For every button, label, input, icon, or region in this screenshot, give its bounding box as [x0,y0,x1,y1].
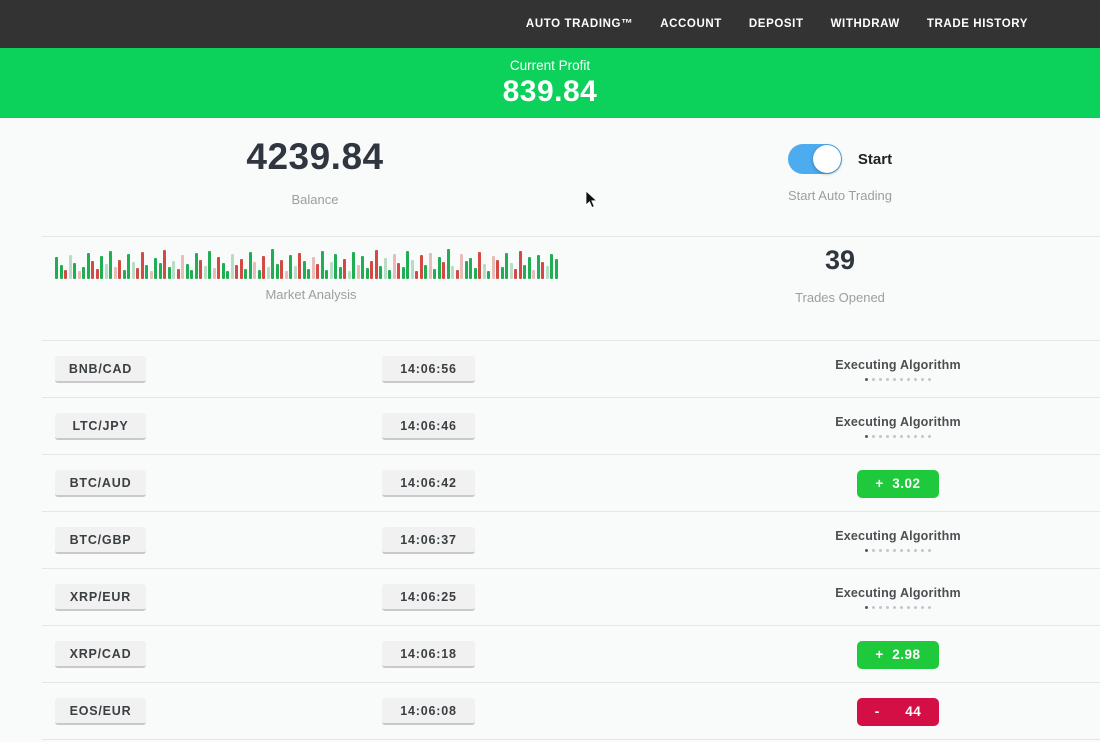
executing-algorithm-label: Executing Algorithm [835,415,961,429]
result-badge: - 44 [857,697,939,726]
trade-status-cell: Executing Algorithm [790,569,1006,626]
pair-chip[interactable]: EOS/EUR [55,698,146,725]
balance-section: 4239.84 Balance Start Start Auto Trading [0,118,1100,237]
current-profit-label: Current Profit [509,57,591,73]
progress-dots [865,378,931,381]
market-section: Market Analysis 39 Trades Opened [0,237,1100,341]
executing-algorithm-label: Executing Algorithm [835,529,961,543]
trade-status-cell: Executing Algorithm [790,341,1006,398]
pair-chip[interactable]: BTC/AUD [55,470,146,497]
nav-item-auto-trading[interactable]: AUTO TRADING™ [525,18,634,30]
time-chip: 14:06:08 [382,698,475,725]
pair-chip[interactable]: XRP/CAD [55,641,146,668]
executing-algorithm-label: Executing Algorithm [835,586,961,600]
table-row: XRP/EUR 14:06:25 Executing Algorithm [42,569,1100,626]
trade-status-cell: Executing Algorithm [790,512,1006,569]
trades-table: BNB/CAD 14:06:56 Executing Algorithm LTC… [0,341,1100,740]
market-analysis-block: Market Analysis [55,247,567,302]
balance-value: 4239.84 [246,136,384,177]
trades-opened-value: 39 [824,245,856,275]
current-profit-banner: Current Profit 839.84 [0,48,1100,118]
section-divider [42,340,1100,341]
market-analysis-label: Market Analysis [265,287,357,302]
pair-chip[interactable]: LTC/JPY [55,413,146,440]
auto-trading-block: Start Start Auto Trading [735,144,945,203]
nav-item-account[interactable]: ACCOUNT [660,18,722,30]
result-badge: + 3.02 [857,469,939,498]
nav-item-trade-history[interactable]: TRADE HISTORY [926,18,1028,30]
section-divider [42,236,1100,237]
table-row: BTC/GBP 14:06:37 Executing Algorithm [42,512,1100,569]
toggle-start-label: Start [857,150,893,168]
progress-dots [865,606,931,609]
result-badge: + 2.98 [857,640,939,669]
table-row: BTC/AUD 14:06:42 + 3.02 [42,455,1100,512]
progress-dots [865,549,931,552]
market-analysis-chart [55,247,567,279]
current-profit-value: 839.84 [502,74,598,108]
trades-opened-label: Trades Opened [795,290,885,305]
trades-opened-block: 39 Trades Opened [735,245,945,305]
table-row: LTC/JPY 14:06:46 Executing Algorithm [42,398,1100,455]
balance-block: 4239.84 Balance [120,136,510,207]
time-chip: 14:06:37 [382,527,475,554]
pair-chip[interactable]: XRP/EUR [55,584,146,611]
table-row: EOS/EUR 14:06:08 - 44 [42,683,1100,740]
nav-item-withdraw[interactable]: WITHDRAW [830,18,900,30]
time-chip: 14:06:18 [382,641,475,668]
time-chip: 14:06:25 [382,584,475,611]
toggle-knob [812,145,841,173]
auto-trading-toggle[interactable] [787,144,842,174]
trade-status-cell: + 2.98 [790,626,1006,683]
trade-status-cell: + 3.02 [790,455,1006,512]
top-navbar: AUTO TRADING™ ACCOUNT DEPOSIT WITHDRAW T… [0,0,1100,48]
table-row: BNB/CAD 14:06:56 Executing Algorithm [42,341,1100,398]
time-chip: 14:06:46 [382,413,475,440]
pair-chip[interactable]: BTC/GBP [55,527,146,554]
trade-status-cell: Executing Algorithm [790,398,1006,455]
trade-status-cell: - 44 [790,683,1006,740]
nav-item-deposit[interactable]: DEPOSIT [748,18,804,30]
balance-label: Balance [291,192,339,207]
pair-chip[interactable]: BNB/CAD [55,356,146,383]
progress-dots [865,435,931,438]
time-chip: 14:06:56 [382,356,475,383]
table-row: XRP/CAD 14:06:18 + 2.98 [42,626,1100,683]
executing-algorithm-label: Executing Algorithm [835,358,961,372]
start-auto-trading-caption: Start Auto Trading [787,188,893,203]
time-chip: 14:06:42 [382,470,475,497]
